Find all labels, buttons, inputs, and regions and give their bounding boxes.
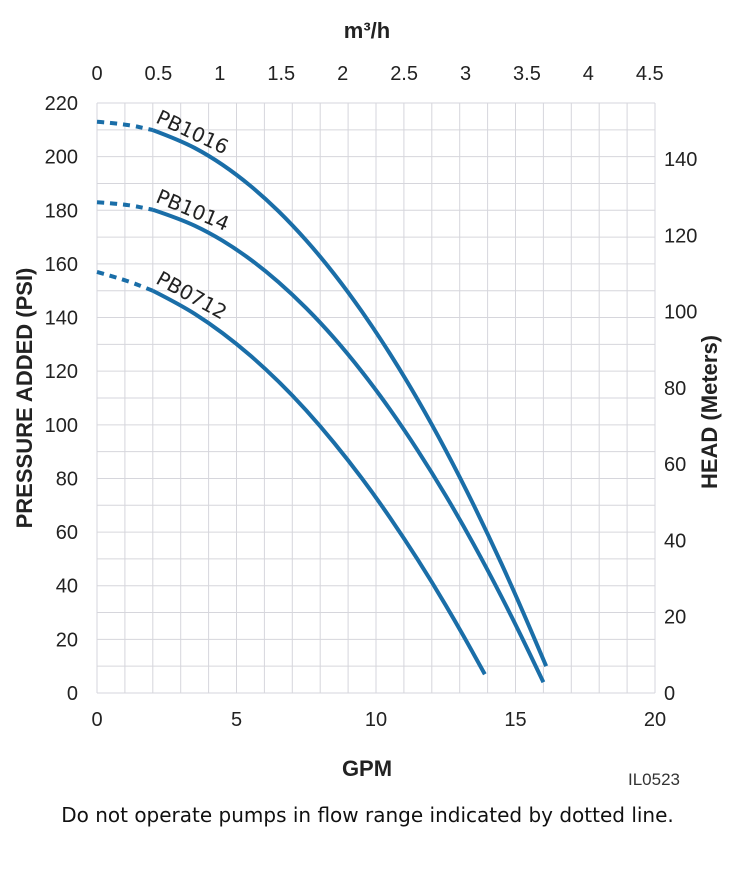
series-line-PB1014 (152, 207, 546, 684)
y-tick-label: 80 (56, 468, 78, 490)
x-axis-title: GPM (342, 756, 392, 781)
x-tick-label: 20 (644, 709, 666, 731)
y-axis-title: PRESSURE ADDED (PSI) (12, 268, 37, 529)
y2-axis-title: HEAD (Meters) (697, 335, 722, 489)
figure-code: IL0523 (628, 770, 680, 789)
y-tick-label: 220 (45, 93, 78, 115)
x2-tick-label: 1 (214, 63, 225, 85)
series-label: PB1016 (153, 105, 233, 159)
y2-tick-label: 60 (664, 454, 686, 476)
x2-tick-label: 3 (460, 63, 471, 85)
x2-tick-label: 3.5 (513, 63, 541, 85)
series-line-PB0712 (151, 288, 487, 676)
y2-tick-label: 40 (664, 530, 686, 552)
series-line-PB1016 (152, 128, 549, 667)
x2-tick-label: 4 (583, 63, 594, 85)
y-tick-label: 160 (45, 254, 78, 276)
x-tick-label: 15 (504, 709, 526, 731)
series-dotted-PB0712 (96, 270, 154, 293)
x-tick-label: 10 (365, 709, 387, 731)
series-dotted-PB1014 (96, 200, 154, 212)
x2-axis-title: m³/h (344, 18, 390, 43)
x2-tick-label: 0 (91, 63, 102, 85)
footnote: Do not operate pumps in flow range indic… (61, 803, 674, 827)
y-tick-label: 60 (56, 522, 78, 544)
y2-tick-label: 0 (664, 683, 675, 705)
y2-tick-label: 20 (664, 607, 686, 629)
y-tick-label: 100 (45, 415, 78, 437)
y2-tick-label: 140 (664, 149, 697, 171)
x2-tick-label: 2 (337, 63, 348, 85)
y-tick-label: 180 (45, 200, 78, 222)
y-tick-label: 200 (45, 147, 78, 169)
y2-tick-label: 100 (664, 302, 697, 324)
y2-tick-label: 80 (664, 378, 686, 400)
x-tick-label: 0 (91, 709, 102, 731)
y-tick-label: 0 (67, 683, 78, 705)
x2-tick-label: 1.5 (267, 63, 295, 85)
x-tick-label: 5 (231, 709, 242, 731)
y-tick-label: 40 (56, 576, 78, 598)
series-dotted-PB1016 (96, 119, 154, 133)
y-tick-label: 140 (45, 308, 78, 330)
x2-tick-label: 2.5 (390, 63, 418, 85)
x2-tick-label: 4.5 (636, 63, 664, 85)
y-tick-label: 120 (45, 361, 78, 383)
y-tick-label: 20 (56, 629, 78, 651)
series-label: PB1014 (153, 184, 233, 236)
x2-tick-label: 0.5 (145, 63, 173, 85)
y2-tick-label: 120 (664, 225, 697, 247)
